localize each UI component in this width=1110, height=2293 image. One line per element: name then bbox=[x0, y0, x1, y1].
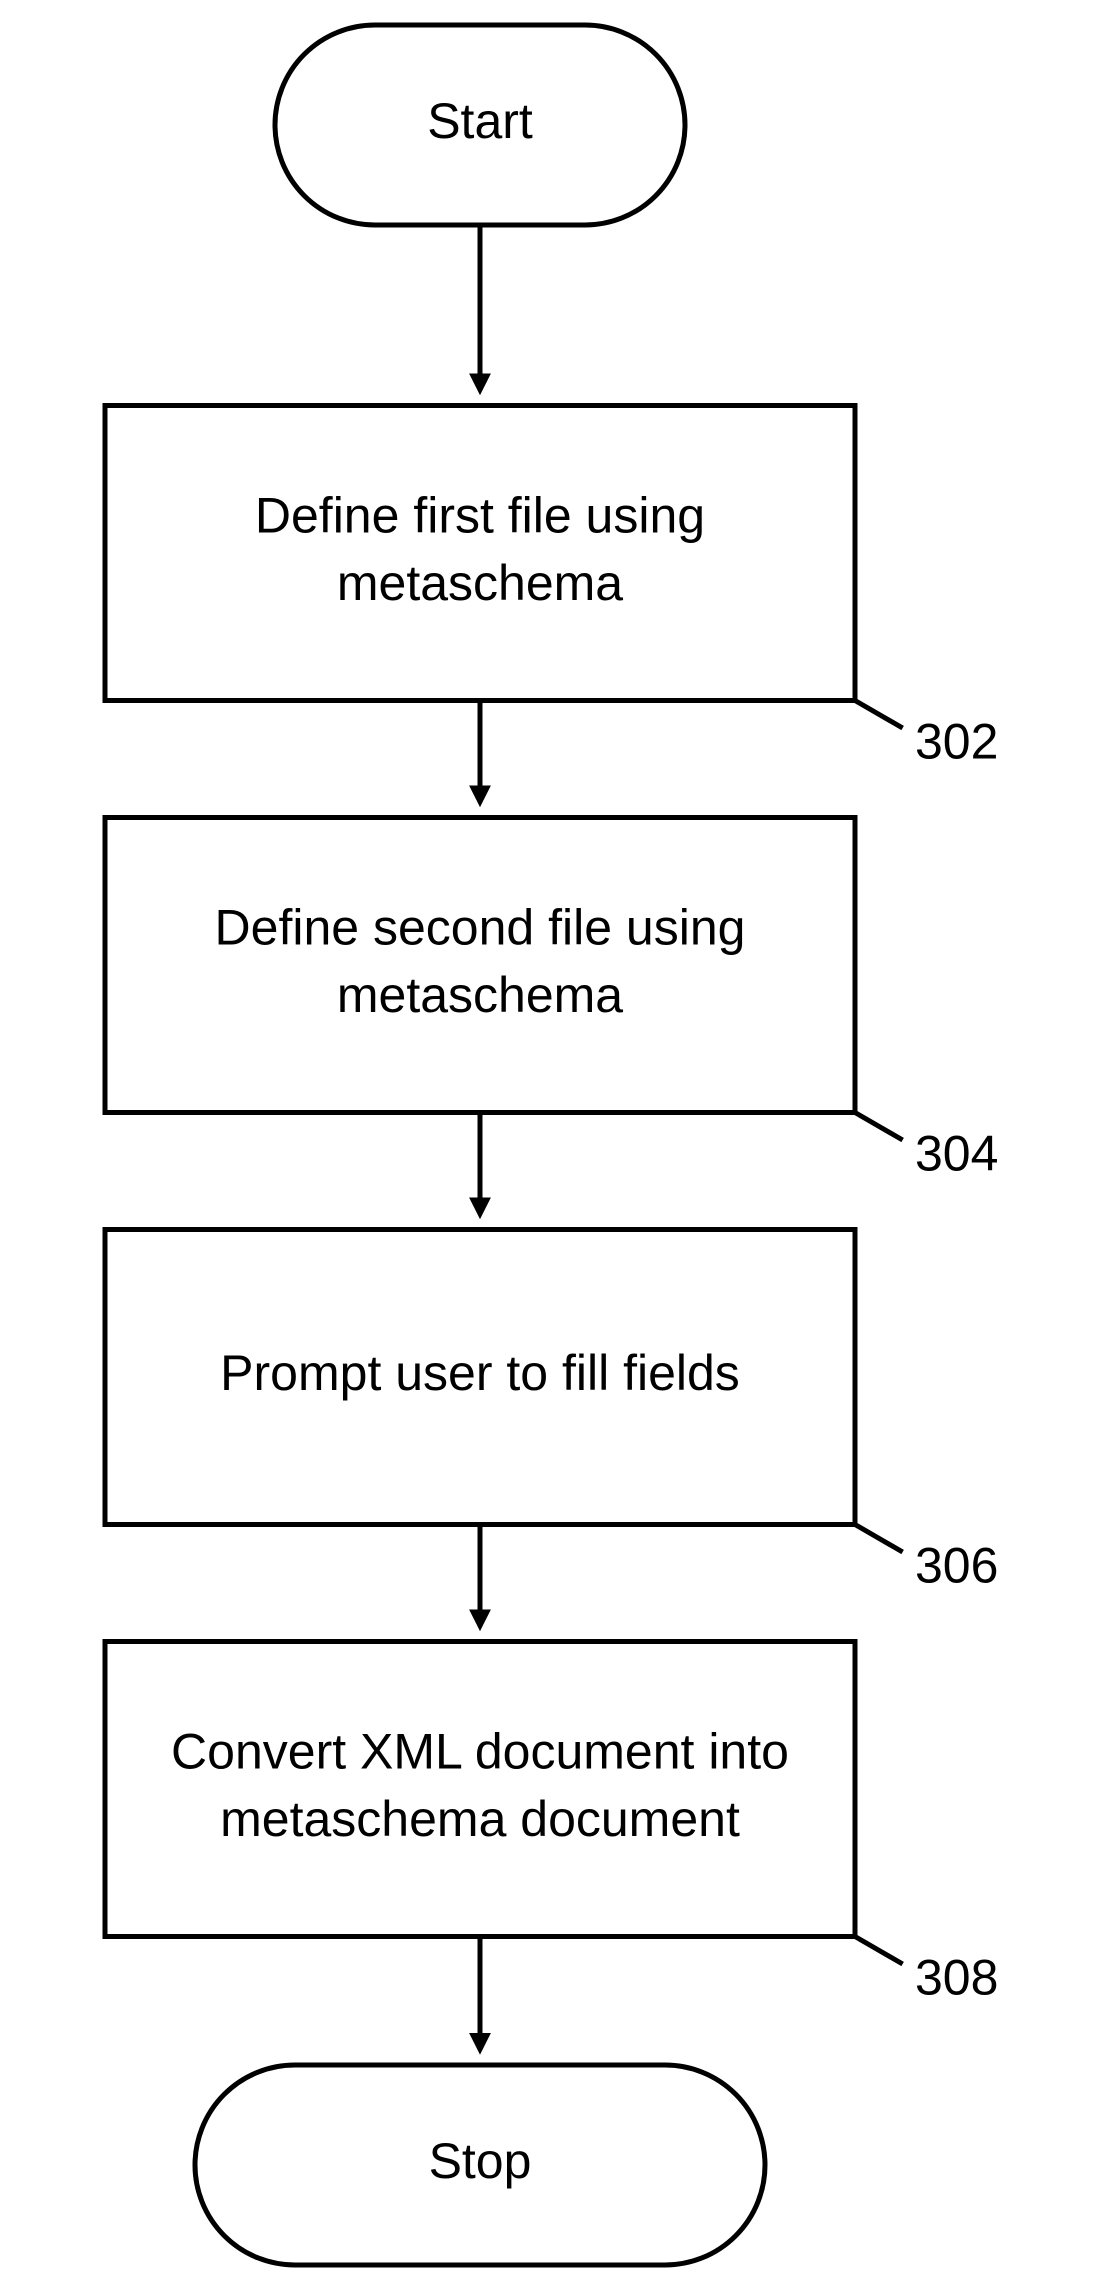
stop-text-line-0: Stop bbox=[429, 2133, 532, 2189]
step4-text-line-1: metaschema document bbox=[220, 1791, 740, 1847]
step2-box bbox=[105, 818, 855, 1113]
step3-text-line-0: Prompt user to fill fields bbox=[220, 1345, 740, 1401]
step2-ref-tick bbox=[855, 1113, 903, 1141]
step1-text-line-0: Define first file using bbox=[255, 487, 705, 543]
step3-ref-label: 306 bbox=[915, 1538, 998, 1594]
node-step3: Prompt user to fill fields bbox=[105, 1230, 855, 1525]
node-stop: Stop bbox=[195, 2065, 765, 2265]
step1-ref-label: 302 bbox=[915, 714, 998, 770]
step4-text-line-0: Convert XML document into bbox=[171, 1723, 789, 1779]
node-step4: Convert XML document into metaschema docu… bbox=[105, 1642, 855, 1937]
step1-box bbox=[105, 406, 855, 701]
step1-text-line-1: metaschema bbox=[337, 555, 623, 611]
step4-ref-label: 308 bbox=[915, 1950, 998, 2006]
step2-ref-label: 304 bbox=[915, 1126, 998, 1182]
step1-ref-tick bbox=[855, 701, 903, 729]
step3-ref-tick bbox=[855, 1525, 903, 1553]
step2-text-line-0: Define second file using bbox=[215, 899, 746, 955]
node-step1: Define first file using metaschema bbox=[105, 406, 855, 701]
node-step2: Define second file using metaschema bbox=[105, 818, 855, 1113]
step4-box bbox=[105, 1642, 855, 1937]
step2-text-line-1: metaschema bbox=[337, 967, 623, 1023]
step4-ref-tick bbox=[855, 1937, 903, 1965]
start-text-line-0: Start bbox=[427, 93, 533, 149]
node-start: Start bbox=[275, 25, 685, 225]
